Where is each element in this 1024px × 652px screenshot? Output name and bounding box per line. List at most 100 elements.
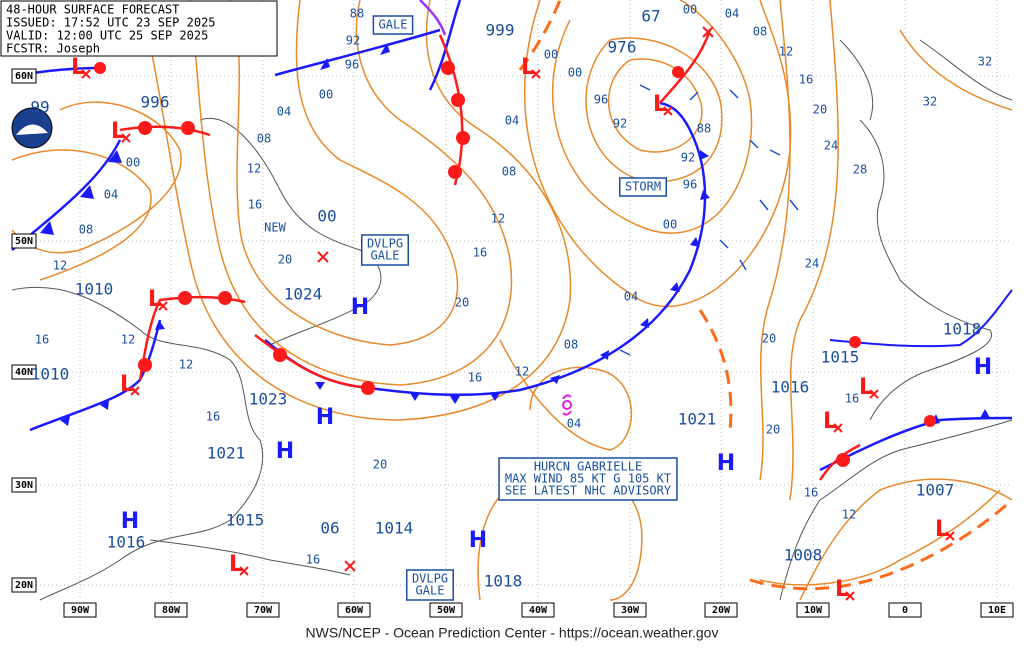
isobar-label: 12 bbox=[179, 358, 193, 372]
central-pressure: 1016 bbox=[107, 533, 146, 552]
footer: NWS/NCEP - Ocean Prediction Center - htt… bbox=[306, 625, 719, 641]
central-pressure: 1021 bbox=[678, 410, 717, 429]
isobar-label: 20 bbox=[762, 332, 776, 346]
isobar-label: 00 bbox=[319, 88, 333, 102]
isobar-label: 16 bbox=[804, 486, 818, 500]
advisory-text: GALE bbox=[379, 18, 408, 32]
isobar-label: 16 bbox=[306, 553, 320, 567]
central-pressure: 99 bbox=[30, 98, 49, 117]
low-pressure: L bbox=[521, 55, 535, 80]
isobar-label: 92 bbox=[613, 117, 627, 131]
isobar-label: 08 bbox=[502, 165, 516, 179]
isobar-label: 12 bbox=[515, 365, 529, 379]
low-pressure: L bbox=[148, 287, 162, 312]
lat-label-box bbox=[11, 477, 37, 493]
lat-label: 20N bbox=[15, 580, 33, 591]
isobar-label: 88 bbox=[697, 122, 711, 136]
lon-label-box bbox=[521, 602, 555, 618]
isobar-label: 04 bbox=[567, 417, 581, 431]
advisory-text: DVLPG bbox=[367, 237, 403, 251]
forecaster: FCSTR: Joseph bbox=[6, 42, 100, 56]
new-low-x bbox=[317, 251, 329, 263]
isobar-label: 04 bbox=[725, 7, 739, 21]
isobar-label: 08 bbox=[564, 338, 578, 352]
lat-label-box bbox=[11, 233, 37, 249]
lat-label: 60N bbox=[15, 71, 33, 82]
central-pressure: 1015 bbox=[226, 511, 265, 530]
low-pressure: L bbox=[835, 577, 849, 602]
advisory-box bbox=[406, 569, 454, 601]
lon-label: 10E bbox=[988, 605, 1006, 616]
advisory-box bbox=[498, 457, 678, 501]
high-pressure: H bbox=[276, 439, 294, 464]
lat-label-box bbox=[11, 577, 37, 593]
isobar-label: 16 bbox=[845, 392, 859, 406]
high-pressure: H bbox=[316, 405, 334, 430]
central-pressure: 1018 bbox=[943, 320, 982, 339]
advisory-text: HURCN GABRIELLE bbox=[534, 460, 642, 474]
isobar-label: 12 bbox=[779, 45, 793, 59]
high-pressure: H bbox=[469, 528, 487, 553]
low-pressure: L bbox=[935, 517, 949, 542]
isobars bbox=[11, 0, 1013, 601]
lon-label: 30W bbox=[621, 605, 640, 616]
lon-label: 40W bbox=[529, 605, 548, 616]
high-pressure: H bbox=[717, 451, 735, 476]
grid bbox=[12, 0, 1012, 600]
isobar-label: 20 bbox=[813, 103, 827, 117]
central-pressure: 1015 bbox=[821, 348, 860, 367]
isobar-label: 04 bbox=[104, 188, 118, 202]
central-pressure: 1024 bbox=[284, 285, 323, 304]
advisory-box bbox=[361, 234, 409, 266]
lon-label-box bbox=[63, 602, 97, 618]
isobar-label: 32 bbox=[923, 95, 937, 109]
low-center-x bbox=[663, 106, 673, 116]
isobar-label: 12 bbox=[842, 508, 856, 522]
lat-label: 50N bbox=[15, 236, 33, 247]
lat-label: 40N bbox=[15, 367, 33, 378]
lon-label: 0 bbox=[902, 605, 908, 616]
isobar-label: 96 bbox=[594, 93, 608, 107]
isobar-label: 16 bbox=[206, 410, 220, 424]
low-center-x bbox=[869, 389, 879, 399]
central-pressure: 976 bbox=[608, 38, 637, 57]
central-pressure: 1008 bbox=[784, 546, 823, 565]
central-pressure: 1007 bbox=[916, 481, 955, 500]
isobar-label: 96 bbox=[683, 178, 697, 192]
low-center-x bbox=[833, 423, 843, 433]
lon-label: 20W bbox=[712, 605, 731, 616]
lon-label: 80W bbox=[162, 605, 181, 616]
low-center-x bbox=[130, 386, 140, 396]
coastlines bbox=[11, 39, 1013, 601]
low-pressure: L bbox=[111, 119, 125, 144]
low-pressure: L bbox=[859, 375, 873, 400]
isobar-label: 16 bbox=[248, 198, 262, 212]
isobar-label: 08 bbox=[753, 25, 767, 39]
issued-time: ISSUED: 17:52 UTC 23 SEP 2025 bbox=[6, 16, 216, 30]
central-pressure: 1014 bbox=[375, 519, 414, 538]
central-pressure: 1023 bbox=[249, 390, 288, 409]
lat-label-box bbox=[11, 364, 37, 380]
valid-time: VALID: 12:00 UTC 25 SEP 2025 bbox=[6, 29, 208, 43]
isobar-label: 04 bbox=[277, 105, 291, 119]
low-center-x bbox=[845, 591, 855, 601]
low-center-x bbox=[945, 531, 955, 541]
low-pressure: L bbox=[653, 92, 667, 117]
isobar-label: 04 bbox=[505, 114, 519, 128]
isobar-label: 20 bbox=[373, 458, 387, 472]
product-title: 48-HOUR SURFACE FORECAST bbox=[6, 3, 179, 17]
lon-label-box bbox=[704, 602, 738, 618]
advisory-text: MAX WIND 85 KT G 105 KT bbox=[505, 472, 671, 486]
lon-label-box bbox=[613, 602, 647, 618]
low-center-x bbox=[158, 301, 168, 311]
low-center-x bbox=[239, 566, 249, 576]
isobar-label: 24 bbox=[805, 257, 819, 271]
lon-label: 70W bbox=[254, 605, 273, 616]
isobar-label: 88 bbox=[350, 7, 364, 21]
note: NEW bbox=[264, 221, 286, 235]
low-pressure: L bbox=[71, 55, 85, 80]
lon-label-box bbox=[888, 602, 922, 618]
isobar-label: 16 bbox=[473, 246, 487, 260]
advisory-text: GALE bbox=[371, 249, 400, 263]
